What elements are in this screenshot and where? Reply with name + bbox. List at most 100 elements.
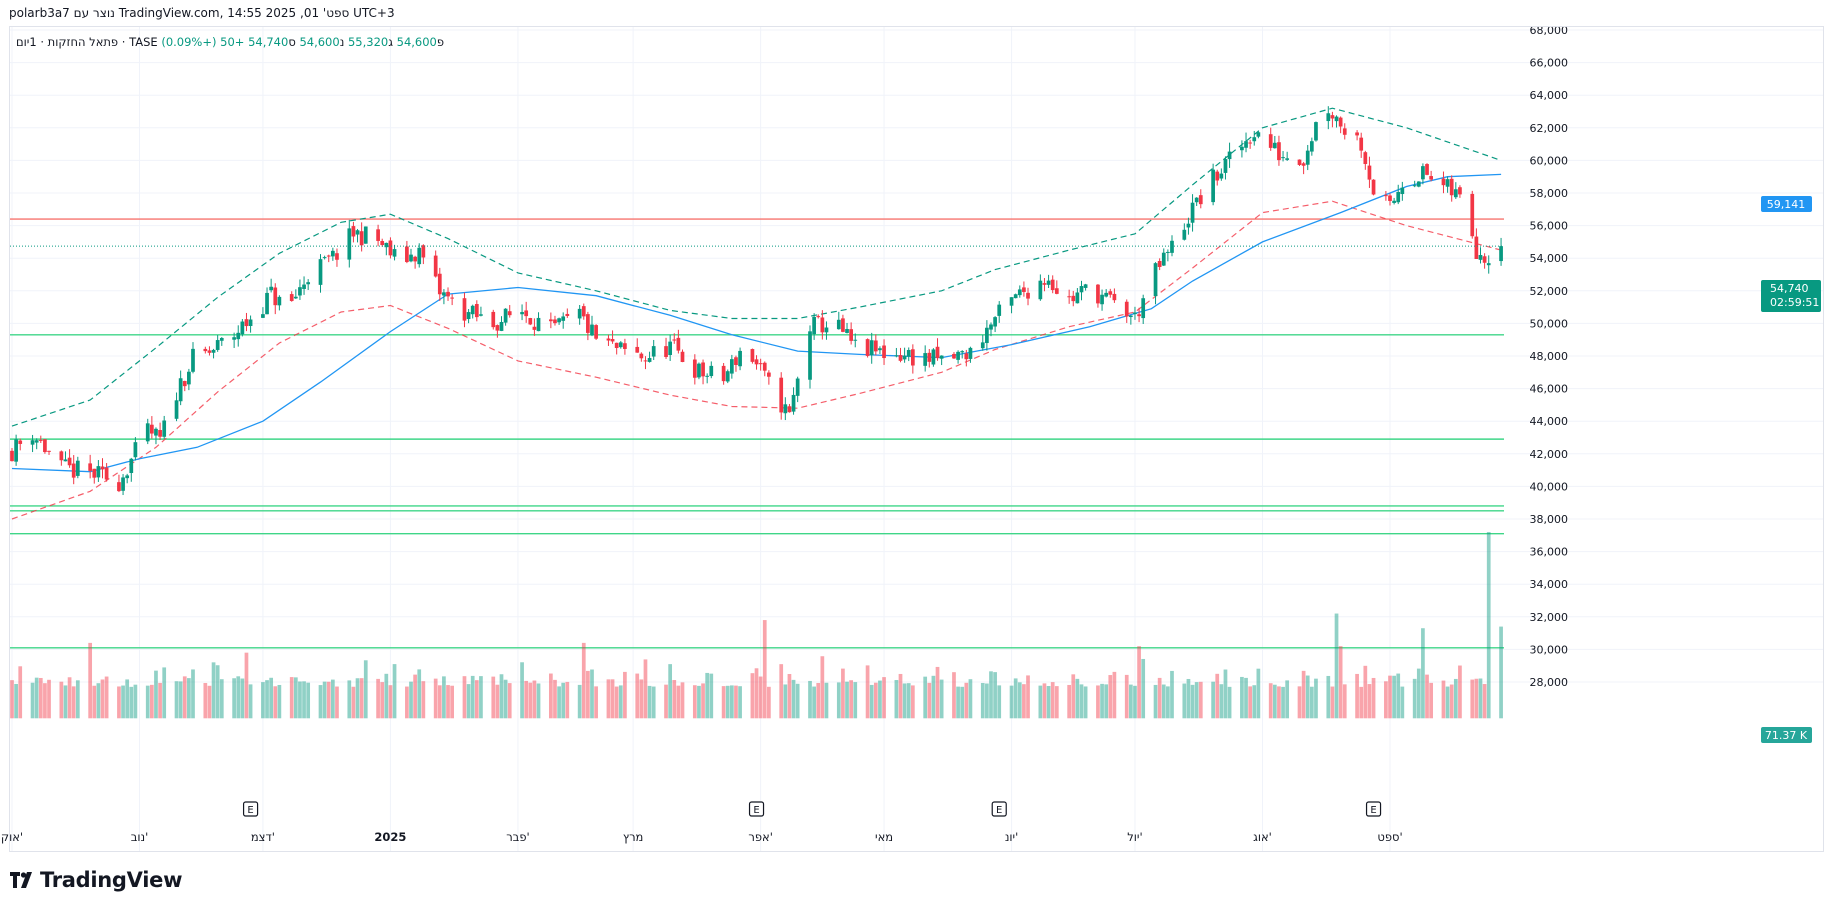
tradingview-logo-text: TradingView [40,868,183,892]
volume-bar [34,677,39,719]
volume-bar [211,662,216,719]
candle-up [1104,292,1109,297]
candle-down [149,424,154,434]
volume-bar [1355,673,1359,719]
volume-bar [347,680,352,719]
volume-bar [1054,686,1059,719]
moving-average-line [11,173,1502,473]
y-tick-label: 46,000 [1530,383,1569,396]
volume-bar [203,682,208,719]
candle-down [1342,128,1347,135]
volume-bar [980,682,985,719]
volume-bar [248,684,253,719]
candle-up [363,226,368,244]
candle-down [18,440,23,444]
volume-bar [1009,685,1014,719]
candle-down [672,339,677,341]
candle-down [1248,142,1253,144]
time-axis[interactable]: אוק' נוב' דצמ' 2025 פבר' מרץ אפר' מאי יונ' יול' או… [1,830,1403,844]
volume-bar [326,681,331,719]
volume-bar [322,681,327,719]
volume-bar [524,680,529,719]
candle-up [1326,113,1331,122]
candle-up [697,363,701,378]
symbol-title[interactable]: פתאל החזקות · 1יום · TASE [16,35,158,49]
volume-bar [1211,681,1215,719]
candle-down [692,359,697,378]
candle-down [1137,314,1141,317]
candle-down [581,306,586,317]
volume-bar [709,673,714,719]
candle-up [409,254,413,262]
earnings-marker-label: E [996,805,1002,816]
candle-down [721,365,726,382]
volume-bar [1050,682,1055,719]
volume-bar [725,685,730,719]
candle-up [1305,150,1310,165]
volume-bar [869,684,874,719]
volume-bar [376,678,380,719]
volume-bar [968,679,973,719]
volume-bar [795,683,800,719]
y-tick-label: 60,000 [1530,154,1569,167]
volume-bar [129,686,134,719]
candle-up [215,340,220,350]
volume-bar [154,670,158,719]
y-tick-label: 58,000 [1530,187,1569,200]
candle-up [812,316,816,335]
y-tick-label: 30,000 [1530,643,1569,656]
candle-up [808,331,812,380]
candle-down [610,339,615,342]
volume-bar [269,677,274,719]
volume-bar [302,681,306,719]
volume-bar [1075,678,1080,719]
volume-bar [388,685,393,719]
volume-bar [1223,669,1228,719]
candle-down [491,311,496,328]
chart-frame [9,26,1824,852]
volume-bar [462,676,467,719]
volume-bar [1112,671,1117,719]
candle-down [767,372,771,377]
volume-bar [1022,684,1026,719]
volume-bar [1046,686,1051,719]
candle-down [680,351,685,363]
tradingview-branding[interactable]: TradingView [10,868,182,892]
candle-down [873,340,878,352]
last-price-badge-text: 54,740 [1770,282,1809,295]
earnings-marker [242,801,259,817]
volume-bar [1244,677,1248,719]
y-tick-label: 52,000 [1530,285,1569,298]
volume-bar [1153,684,1158,719]
volume-bar [88,642,93,719]
volume-bar [59,681,64,719]
volume-bar [553,679,557,719]
volume-bar [557,686,561,719]
close-value: 54,740 [248,35,289,49]
volume-bar [96,683,101,719]
volume-bar [1268,683,1273,719]
candle-up [1194,197,1199,203]
volume-bar [1219,684,1224,719]
x-tick-label: ספט' [1377,830,1402,844]
volume-bar [1194,682,1199,719]
candle-up [14,439,18,462]
candle-down [446,291,450,297]
volume-bar [1186,678,1191,719]
volume-bar [594,686,598,719]
volume-bar [882,677,886,719]
candle-up [1396,191,1401,203]
volume-bar [1190,684,1195,719]
volume-bar [67,677,72,719]
candle-up [269,286,274,291]
volume-bar [1083,686,1088,719]
candle-up [931,349,936,365]
volume-bar [244,652,249,719]
horizontal-lines[interactable] [10,218,1504,649]
price-axis[interactable]: 68,000 66,000 64,000 62,000 60,000 58,000 56,0… [1530,24,1569,689]
volume-bar [1441,680,1446,719]
candle-down [1441,178,1446,186]
candle-up [1486,263,1491,266]
